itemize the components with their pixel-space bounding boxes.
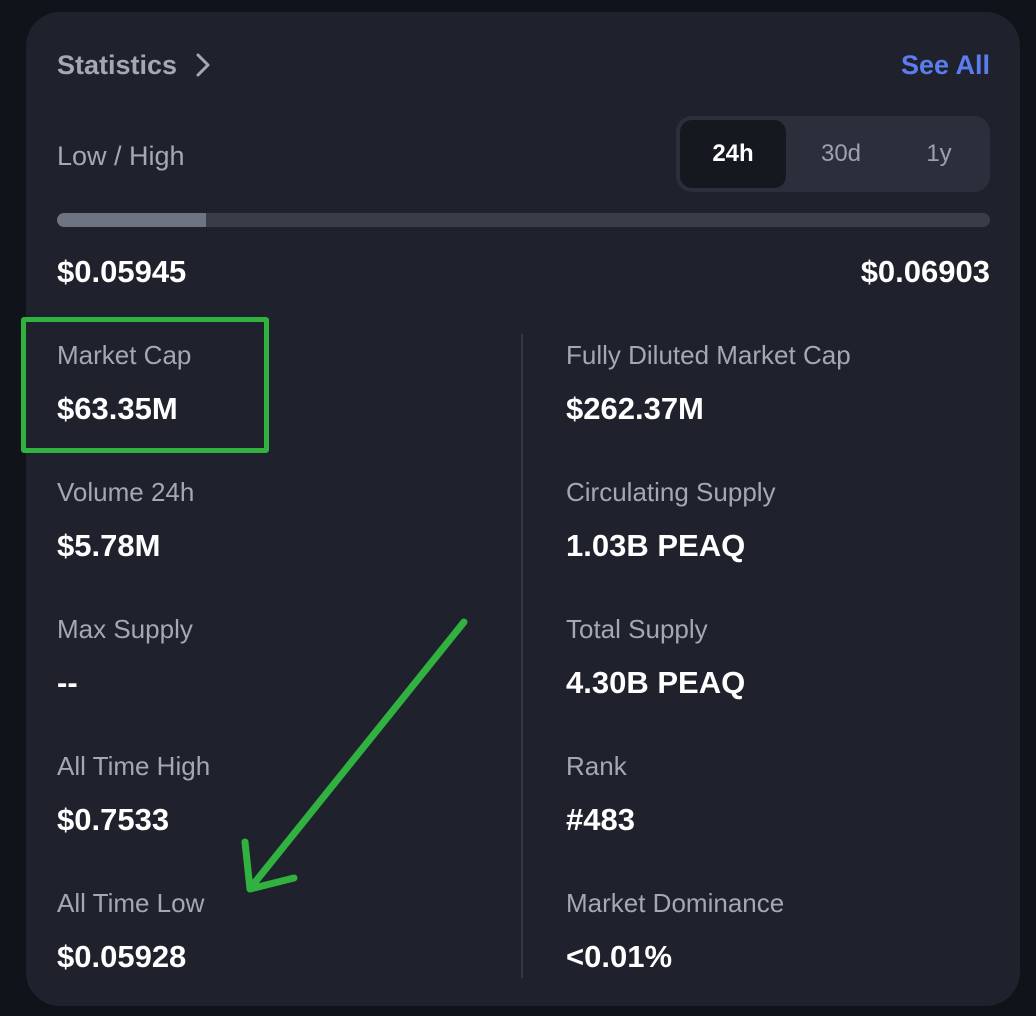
all-time-low-label: All Time Low: [57, 888, 205, 918]
max-supply-value: --: [57, 665, 78, 700]
total-supply-label: Total Supply: [566, 614, 708, 644]
max-supply-label: Max Supply: [57, 614, 193, 644]
circulating-supply-value: 1.03B PEAQ: [566, 528, 746, 563]
all-time-high-label: All Time High: [57, 751, 211, 781]
market-dominance-value: <0.01%: [566, 939, 673, 974]
low-high-label: Low / High: [57, 141, 185, 171]
tab-24h[interactable]: 24h: [680, 120, 786, 188]
statistics-header[interactable]: Statistics: [57, 46, 211, 84]
fully-diluted-market-cap-label: Fully Diluted Market Cap: [566, 340, 851, 370]
low-high-range-bar: [57, 213, 990, 227]
low-price: $0.05945: [57, 254, 187, 289]
market-cap-highlight-box: [21, 317, 269, 453]
tab-30d[interactable]: 30d: [820, 140, 862, 167]
rank-value: #483: [566, 802, 635, 837]
high-price: $0.06903: [860, 254, 990, 289]
market-cap-label: Market Cap: [57, 340, 192, 370]
market-dominance-label: Market Dominance: [566, 888, 785, 918]
circulating-supply-label: Circulating Supply: [566, 477, 776, 507]
rank-label: Rank: [566, 751, 627, 781]
market-cap-value: $63.35M: [57, 391, 178, 426]
all-time-high-value: $0.7533: [57, 802, 170, 837]
all-time-low-value: $0.05928: [57, 939, 187, 974]
column-divider: [521, 334, 523, 978]
tab-1y[interactable]: 1y: [926, 140, 952, 167]
total-supply-value: 4.30B PEAQ: [566, 665, 746, 700]
low-high-range-fill: [57, 213, 207, 227]
volume-24h-value: $5.78M: [57, 528, 161, 563]
chevron-right-icon: [195, 52, 211, 78]
timeframe-selector: 24h 30d 1y: [676, 116, 990, 192]
volume-24h-label: Volume 24h: [57, 477, 195, 507]
see-all-link[interactable]: See All: [900, 50, 990, 80]
statistics-title: Statistics: [57, 49, 178, 80]
fully-diluted-market-cap-value: $262.37M: [566, 391, 704, 426]
